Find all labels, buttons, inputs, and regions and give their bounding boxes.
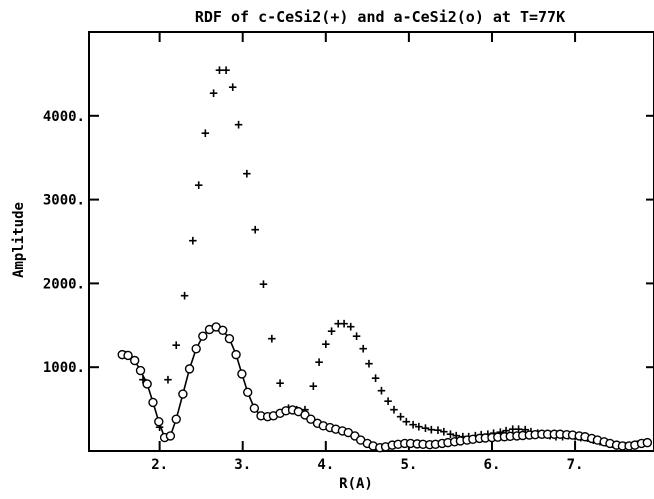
data-point-plus: + xyxy=(402,414,410,430)
data-point-circle xyxy=(135,365,146,376)
data-point-circle xyxy=(148,397,158,408)
data-point-plus: + xyxy=(421,421,429,437)
data-point-plus: + xyxy=(172,338,180,354)
data-point-circle xyxy=(306,414,316,424)
y-tick-label: 3000. xyxy=(43,193,85,209)
data-point-circle xyxy=(154,416,164,427)
data-point-plus: + xyxy=(409,417,417,433)
y-tick-label: 2000. xyxy=(43,276,85,292)
data-point-circle xyxy=(142,379,152,389)
data-point-plus: + xyxy=(309,379,317,395)
data-point-circle xyxy=(224,334,235,344)
data-point-plus: + xyxy=(509,421,517,437)
data-point-plus: + xyxy=(234,117,242,133)
data-point-plus: + xyxy=(365,356,373,372)
data-point-plus: + xyxy=(243,166,251,182)
data-point-plus: + xyxy=(334,316,342,332)
data-point-plus: + xyxy=(440,424,448,440)
x-axis-label: R(A) xyxy=(339,476,373,492)
data-point-plus: + xyxy=(340,316,348,332)
x-tick-label: 5. xyxy=(400,457,417,473)
data-point-circle xyxy=(237,369,247,379)
series-layer: ++++++++++++++++++++++++++++++++++++++++… xyxy=(117,63,653,454)
data-point-circle xyxy=(178,389,188,399)
data-point-plus: + xyxy=(427,422,435,438)
series-a-cesi2 xyxy=(117,322,653,453)
data-point-plus: + xyxy=(276,375,284,391)
data-point-plus: + xyxy=(521,422,529,438)
data-point-plus: + xyxy=(514,421,522,437)
data-point-plus: + xyxy=(390,402,398,418)
data-point-circle xyxy=(642,437,653,448)
data-point-circle xyxy=(184,364,195,374)
y-tick-label: 4000. xyxy=(43,109,85,125)
plot-frame xyxy=(88,31,654,452)
data-point-plus: + xyxy=(180,288,188,304)
data-point-plus: + xyxy=(347,319,355,335)
y-tick-label: 1000. xyxy=(43,360,85,376)
x-tick-label: 6. xyxy=(484,457,501,473)
data-point-plus: + xyxy=(371,370,379,386)
data-point-circle xyxy=(191,344,201,354)
data-point-plus: + xyxy=(194,178,202,194)
data-point-plus: + xyxy=(259,276,267,292)
x-tick-label: 3. xyxy=(234,457,251,473)
data-point-plus: + xyxy=(327,323,335,339)
data-point-plus: + xyxy=(222,63,230,79)
data-point-plus: + xyxy=(155,420,163,436)
data-point-circle xyxy=(198,331,208,341)
x-tick-label: 7. xyxy=(567,457,584,473)
data-point-plus: + xyxy=(164,372,172,388)
data-point-plus: + xyxy=(384,394,392,410)
data-point-circle xyxy=(249,403,260,413)
data-point-plus: + xyxy=(209,85,217,101)
data-point-circle xyxy=(231,349,241,360)
data-point-plus: + xyxy=(201,126,209,142)
ticks-layer: 2. 3. 4. 5. 6. 7. 1000. 2000. 3000. 4000. xyxy=(43,32,654,473)
data-point-plus: + xyxy=(459,429,467,445)
data-point-plus: + xyxy=(229,79,237,95)
data-point-plus: + xyxy=(315,354,323,370)
data-point-plus: + xyxy=(139,372,147,388)
data-point-plus: + xyxy=(215,63,223,79)
data-point-plus: + xyxy=(189,233,197,249)
data-point-plus: + xyxy=(377,383,385,399)
data-point-circle xyxy=(129,355,140,366)
data-point-plus: + xyxy=(496,425,504,441)
x-tick-label: 4. xyxy=(317,457,334,473)
data-point-plus: + xyxy=(268,331,276,347)
data-point-plus: + xyxy=(251,222,259,238)
data-point-plus: + xyxy=(415,419,423,435)
data-point-circle xyxy=(123,350,133,361)
y-axis-label: Amplitude xyxy=(11,202,27,278)
chart-title: RDF of c-CeSi2(+) and a-CeSi2(o) at T=77… xyxy=(195,8,565,26)
data-point-plus: + xyxy=(301,402,309,418)
data-point-circle xyxy=(218,325,228,336)
data-point-circle xyxy=(242,387,253,398)
data-point-plus: + xyxy=(452,428,460,444)
x-tick-label: 2. xyxy=(151,457,168,473)
data-point-plus: + xyxy=(359,341,367,357)
data-point-plus: + xyxy=(502,423,510,439)
data-point-plus: + xyxy=(322,337,330,353)
data-point-plus: + xyxy=(446,426,454,442)
series-c-cesi2: ++++++++++++++++++++++++++++++++++++++++… xyxy=(122,63,650,454)
data-point-plus: + xyxy=(396,409,404,425)
data-point-plus: + xyxy=(434,423,442,439)
data-point-circle xyxy=(171,414,181,424)
data-point-plus: + xyxy=(352,328,360,344)
data-point-circle xyxy=(165,431,176,441)
